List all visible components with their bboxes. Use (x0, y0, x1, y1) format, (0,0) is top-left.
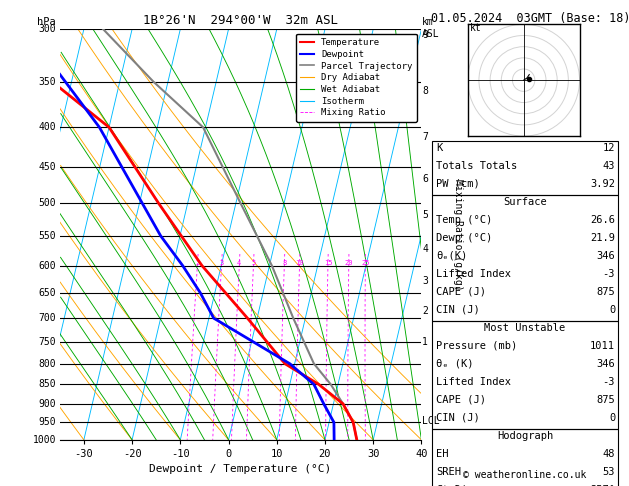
Text: 20: 20 (345, 260, 353, 265)
Text: LCL: LCL (422, 416, 440, 426)
Text: 900: 900 (38, 399, 56, 409)
Text: 300: 300 (38, 24, 56, 34)
Text: Dewp (°C): Dewp (°C) (436, 233, 492, 243)
Text: 8: 8 (422, 87, 428, 96)
Text: 9: 9 (422, 30, 428, 40)
Text: Lifted Index: Lifted Index (436, 269, 511, 279)
Text: 10: 10 (295, 260, 304, 265)
X-axis label: Dewpoint / Temperature (°C): Dewpoint / Temperature (°C) (150, 465, 331, 474)
Text: 2: 2 (422, 306, 428, 316)
Text: 2: 2 (195, 260, 199, 265)
Text: StmDir: StmDir (436, 485, 474, 486)
Text: 875: 875 (596, 395, 615, 405)
Text: 875: 875 (596, 287, 615, 297)
Text: Temp (°C): Temp (°C) (436, 215, 492, 225)
Title: 1B°26'N  294°00'W  32m ASL: 1B°26'N 294°00'W 32m ASL (143, 14, 338, 27)
Text: 950: 950 (38, 417, 56, 427)
Text: 3: 3 (220, 260, 224, 265)
Text: Most Unstable: Most Unstable (484, 323, 565, 333)
Text: 550: 550 (38, 231, 56, 241)
Text: Mixing Ratio (g/kg): Mixing Ratio (g/kg) (453, 179, 462, 290)
Text: θₑ (K): θₑ (K) (436, 359, 474, 369)
Text: 25: 25 (361, 260, 370, 265)
Text: 650: 650 (38, 288, 56, 298)
Text: kt: kt (470, 23, 482, 33)
Text: 53: 53 (603, 467, 615, 477)
Text: CIN (J): CIN (J) (436, 305, 480, 315)
Text: hPa: hPa (37, 17, 56, 27)
Text: CIN (J): CIN (J) (436, 413, 480, 423)
Text: 6: 6 (422, 174, 428, 184)
Text: Lifted Index: Lifted Index (436, 377, 511, 387)
Text: 8: 8 (282, 260, 286, 265)
Text: 400: 400 (38, 122, 56, 132)
Text: -3: -3 (603, 269, 615, 279)
Legend: Temperature, Dewpoint, Parcel Trajectory, Dry Adiabat, Wet Adiabat, Isotherm, Mi: Temperature, Dewpoint, Parcel Trajectory… (296, 34, 417, 122)
Text: 346: 346 (596, 359, 615, 369)
Text: 48: 48 (603, 449, 615, 459)
Text: 12: 12 (603, 143, 615, 153)
Text: 750: 750 (38, 337, 56, 347)
Text: 21.9: 21.9 (590, 233, 615, 243)
Text: 450: 450 (38, 162, 56, 173)
Text: 15: 15 (324, 260, 332, 265)
Text: 1: 1 (422, 337, 428, 347)
Text: 0: 0 (609, 413, 615, 423)
Text: 4: 4 (237, 260, 242, 265)
Text: km: km (422, 17, 434, 27)
Text: 0: 0 (609, 305, 615, 315)
Text: 4: 4 (422, 244, 428, 254)
Text: θₑ(K): θₑ(K) (436, 251, 467, 261)
Text: 01.05.2024  03GMT (Base: 18): 01.05.2024 03GMT (Base: 18) (431, 12, 629, 25)
Text: 600: 600 (38, 260, 56, 271)
Text: 350: 350 (38, 77, 56, 87)
Text: 850: 850 (38, 380, 56, 389)
Text: EH: EH (436, 449, 448, 459)
Text: PW (cm): PW (cm) (436, 179, 480, 189)
Text: 5: 5 (252, 260, 255, 265)
Text: 700: 700 (38, 313, 56, 323)
Text: 7: 7 (422, 132, 428, 142)
Text: 3: 3 (422, 276, 428, 286)
Text: 3.92: 3.92 (590, 179, 615, 189)
Text: 500: 500 (38, 198, 56, 208)
Text: CAPE (J): CAPE (J) (436, 395, 486, 405)
Text: -3: -3 (603, 377, 615, 387)
Text: SREH: SREH (436, 467, 461, 477)
Text: Pressure (mb): Pressure (mb) (436, 341, 517, 351)
Text: 43: 43 (603, 161, 615, 171)
Text: 1011: 1011 (590, 341, 615, 351)
Text: Hodograph: Hodograph (497, 431, 553, 441)
Text: Totals Totals: Totals Totals (436, 161, 517, 171)
Text: CAPE (J): CAPE (J) (436, 287, 486, 297)
Text: © weatheronline.co.uk: © weatheronline.co.uk (463, 470, 587, 480)
Text: 346: 346 (596, 251, 615, 261)
Text: Surface: Surface (503, 197, 547, 207)
Text: 1000: 1000 (33, 435, 56, 445)
Text: 5: 5 (422, 210, 428, 221)
Text: K: K (436, 143, 442, 153)
Text: 257°: 257° (590, 485, 615, 486)
Text: 800: 800 (38, 359, 56, 369)
Text: ASL: ASL (422, 30, 440, 39)
Text: 26.6: 26.6 (590, 215, 615, 225)
